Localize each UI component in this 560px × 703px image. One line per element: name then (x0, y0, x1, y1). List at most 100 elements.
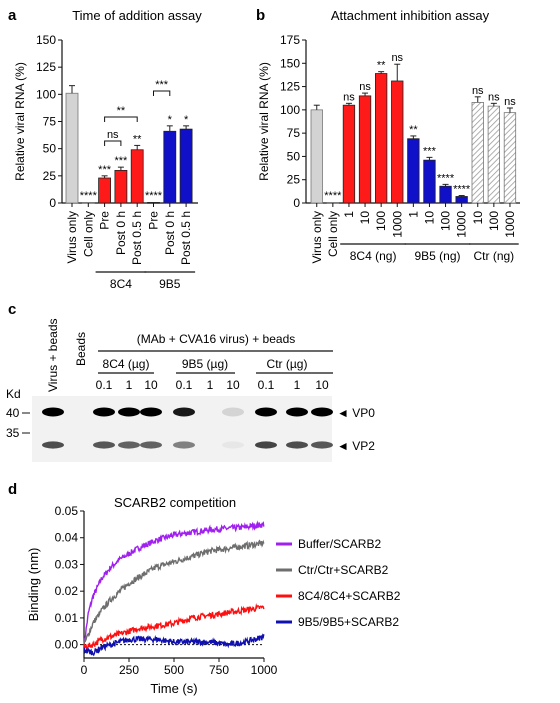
bar (310, 109, 323, 204)
group-label: 8C4 (ng) (350, 249, 397, 263)
significance-label: ns (391, 52, 403, 64)
kd-label: Kd (6, 387, 21, 401)
significance-label: *** (423, 145, 437, 157)
vp2-band (222, 441, 244, 449)
conc-label: 0.1 (176, 378, 193, 392)
significance-label: ** (377, 60, 386, 72)
blot-membrane (32, 396, 332, 462)
y-axis-label: Binding (nm) (26, 548, 41, 622)
y-tick-label: 50 (43, 142, 57, 156)
comparison-bracket (104, 116, 138, 122)
x-tick-label: 1000 (503, 211, 517, 238)
vp0-label: ◄ VP0 (337, 406, 375, 420)
comparison-label: ** (117, 105, 126, 117)
y-tick-label: 125 (36, 60, 56, 74)
vp2-band (93, 441, 115, 449)
x-tick-label: 1000 (455, 211, 469, 238)
legend-label: Ctr/Ctr+SCARB2 (298, 563, 389, 577)
x-tick-label: Post 0 h (114, 211, 128, 255)
conc-label: 10 (226, 378, 240, 392)
conc-label: 1 (126, 378, 133, 392)
bar (98, 177, 111, 204)
series-line (83, 633, 265, 657)
x-tick-label: 10 (471, 211, 485, 225)
y-tick-label: 150 (36, 33, 56, 47)
comparison-bracket (153, 90, 171, 96)
x-tick-label: Cell only (81, 211, 95, 257)
conc-label: 0.1 (258, 378, 275, 392)
significance-label: ns (488, 91, 500, 103)
marker-35: 35 (6, 426, 20, 440)
y-tick-label: 0 (293, 196, 300, 210)
y-tick-label: 0 (49, 196, 56, 210)
y-tick-label: 175 (280, 33, 300, 47)
vp0-band (222, 407, 244, 417)
significance-label: ns (504, 96, 516, 108)
significance-label: **** (453, 184, 471, 196)
vp0-band (286, 407, 308, 417)
bar (374, 73, 388, 204)
significance-label: **** (145, 190, 163, 202)
conc-label: 0.1 (96, 378, 113, 392)
chart-attachment-inhibition: Attachment inhibition assay Relative vira… (257, 8, 520, 263)
vp0-band (42, 407, 64, 417)
significance-label: * (168, 114, 173, 126)
y-tick-label: 150 (280, 56, 300, 70)
bar (439, 185, 452, 204)
y-tick-label: 125 (280, 80, 300, 94)
x-tick-label: Pre (147, 211, 161, 230)
conc-label: 1 (207, 378, 214, 392)
group-label: 9B5 (ng) (414, 249, 460, 263)
bar (455, 196, 468, 204)
panel-letter-c: c (8, 301, 16, 318)
y-tick-label: 0.04 (55, 531, 79, 545)
y-tick-label: 0.05 (55, 504, 79, 518)
group-label: 8C4 (110, 277, 132, 291)
y-tick-label: 50 (287, 149, 301, 163)
bar (503, 112, 517, 204)
lane-beads-label: Beads (74, 332, 88, 366)
significance-label: **** (324, 190, 342, 202)
x-tick-label: 1000 (390, 211, 404, 238)
comparison-label: *** (155, 79, 169, 91)
x-tick-label: 250 (119, 663, 139, 677)
legend-label: Buffer/SCARB2 (298, 537, 381, 551)
vp2-band (42, 441, 64, 449)
bar (391, 80, 404, 204)
bar (407, 138, 420, 204)
group-label-9b5: 9B5 (µg) (182, 357, 228, 371)
chart-scarb2-competition: SCARB2 competition Binding (nm) Time (s) 0.… (26, 495, 401, 696)
bar (342, 104, 356, 204)
blot-header: (MAb + CVA16 virus) + beads (137, 332, 296, 346)
series-line (83, 603, 265, 651)
x-tick-label: 100 (487, 211, 501, 231)
vp2-band (118, 441, 140, 449)
significance-label: *** (114, 155, 128, 167)
chart-title: SCARB2 competition (114, 495, 236, 510)
bar (130, 149, 144, 204)
chart-time-of-addition: Time of addition assay Relative viral RNA… (13, 8, 202, 291)
bar (423, 159, 436, 204)
significance-label: ns (343, 91, 355, 103)
comparison-bracket (104, 140, 122, 146)
significance-label: *** (98, 164, 112, 176)
bar (163, 130, 177, 204)
bar (471, 102, 484, 204)
vp0-band (255, 407, 277, 417)
conc-label: 10 (315, 378, 329, 392)
y-tick-label: 25 (43, 169, 57, 183)
y-tick-label: 75 (43, 115, 57, 129)
significance-label: **** (80, 190, 98, 202)
x-tick-label: 0 (81, 663, 88, 677)
vp2-band (311, 441, 333, 449)
bar (114, 169, 128, 204)
vp0-band (173, 407, 195, 417)
group-label: Ctr (ng) (474, 249, 515, 263)
vp2-label: ◄ VP2 (337, 439, 375, 453)
vp0-band (311, 407, 333, 417)
y-tick-label: 0.01 (55, 611, 79, 625)
x-tick-label: 10 (358, 211, 372, 225)
western-blot: Virus + beads Beads (MAb + CVA16 virus) … (6, 319, 375, 462)
series-line (83, 520, 265, 648)
